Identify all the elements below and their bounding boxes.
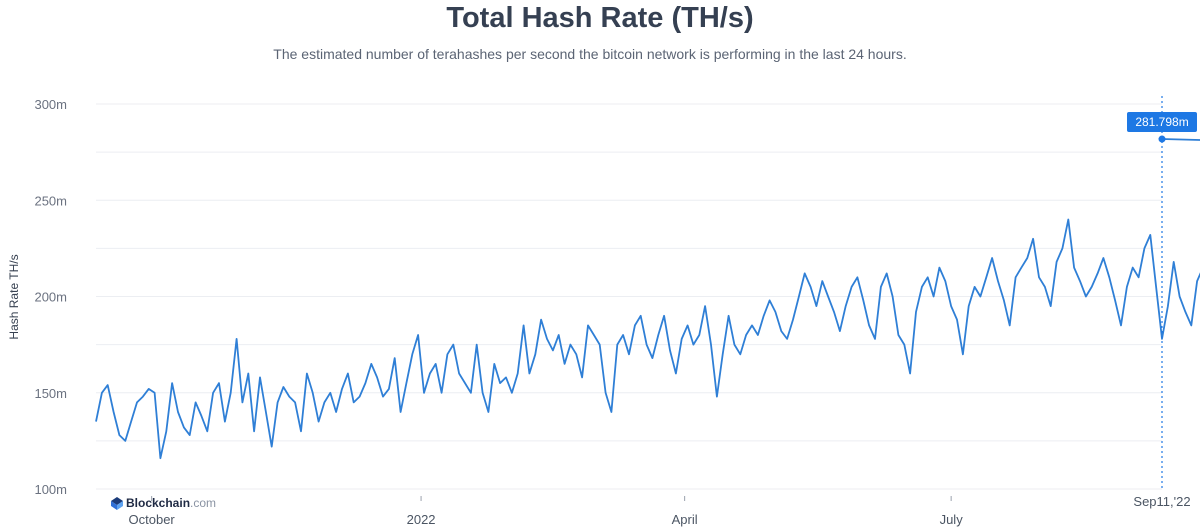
x-tick-label: July: [940, 512, 964, 527]
x-axis-ticks: October 2022 April July: [129, 496, 964, 527]
hash-rate-line: [95, 138, 1200, 460]
x-tick-label: October: [129, 512, 176, 527]
x-highlight-label-text: Sep11,'22: [1133, 494, 1190, 509]
y-tick-label: 250m: [34, 193, 67, 208]
x-tick-label: April: [672, 512, 698, 527]
tooltip-background: [1127, 112, 1197, 132]
y-tick-label: 100m: [34, 482, 67, 497]
chart-subtitle: The estimated number of terahashes per s…: [273, 46, 907, 62]
brand-logo: Blockchain.com: [111, 496, 216, 510]
brand-name: Blockchain: [126, 496, 190, 510]
x-tick-label: 2022: [407, 512, 436, 527]
chart-title: Total Hash Rate (TH/s): [446, 2, 754, 34]
blockchain-logo-icon: [111, 497, 123, 510]
x-highlight-label-background: [1130, 491, 1192, 511]
y-axis-ticks: 100m 150m 200m 250m 300m: [34, 97, 67, 497]
highlight-point[interactable]: [1158, 135, 1166, 143]
value-tooltip: 281.798m: [1127, 112, 1197, 132]
svg-text:Blockchain.com: Blockchain.com: [126, 496, 216, 510]
y-tick-label: 200m: [34, 290, 67, 305]
y-axis-label: Hash Rate TH/s: [7, 254, 21, 339]
tooltip-value: 281.798m: [1135, 115, 1188, 129]
y-tick-label: 300m: [34, 97, 67, 112]
grid-lines: [96, 103, 1162, 490]
y-tick-label: 150m: [34, 386, 67, 401]
brand-suffix: .com: [190, 496, 216, 510]
x-highlight-label: Sep11,'22: [1130, 491, 1192, 511]
